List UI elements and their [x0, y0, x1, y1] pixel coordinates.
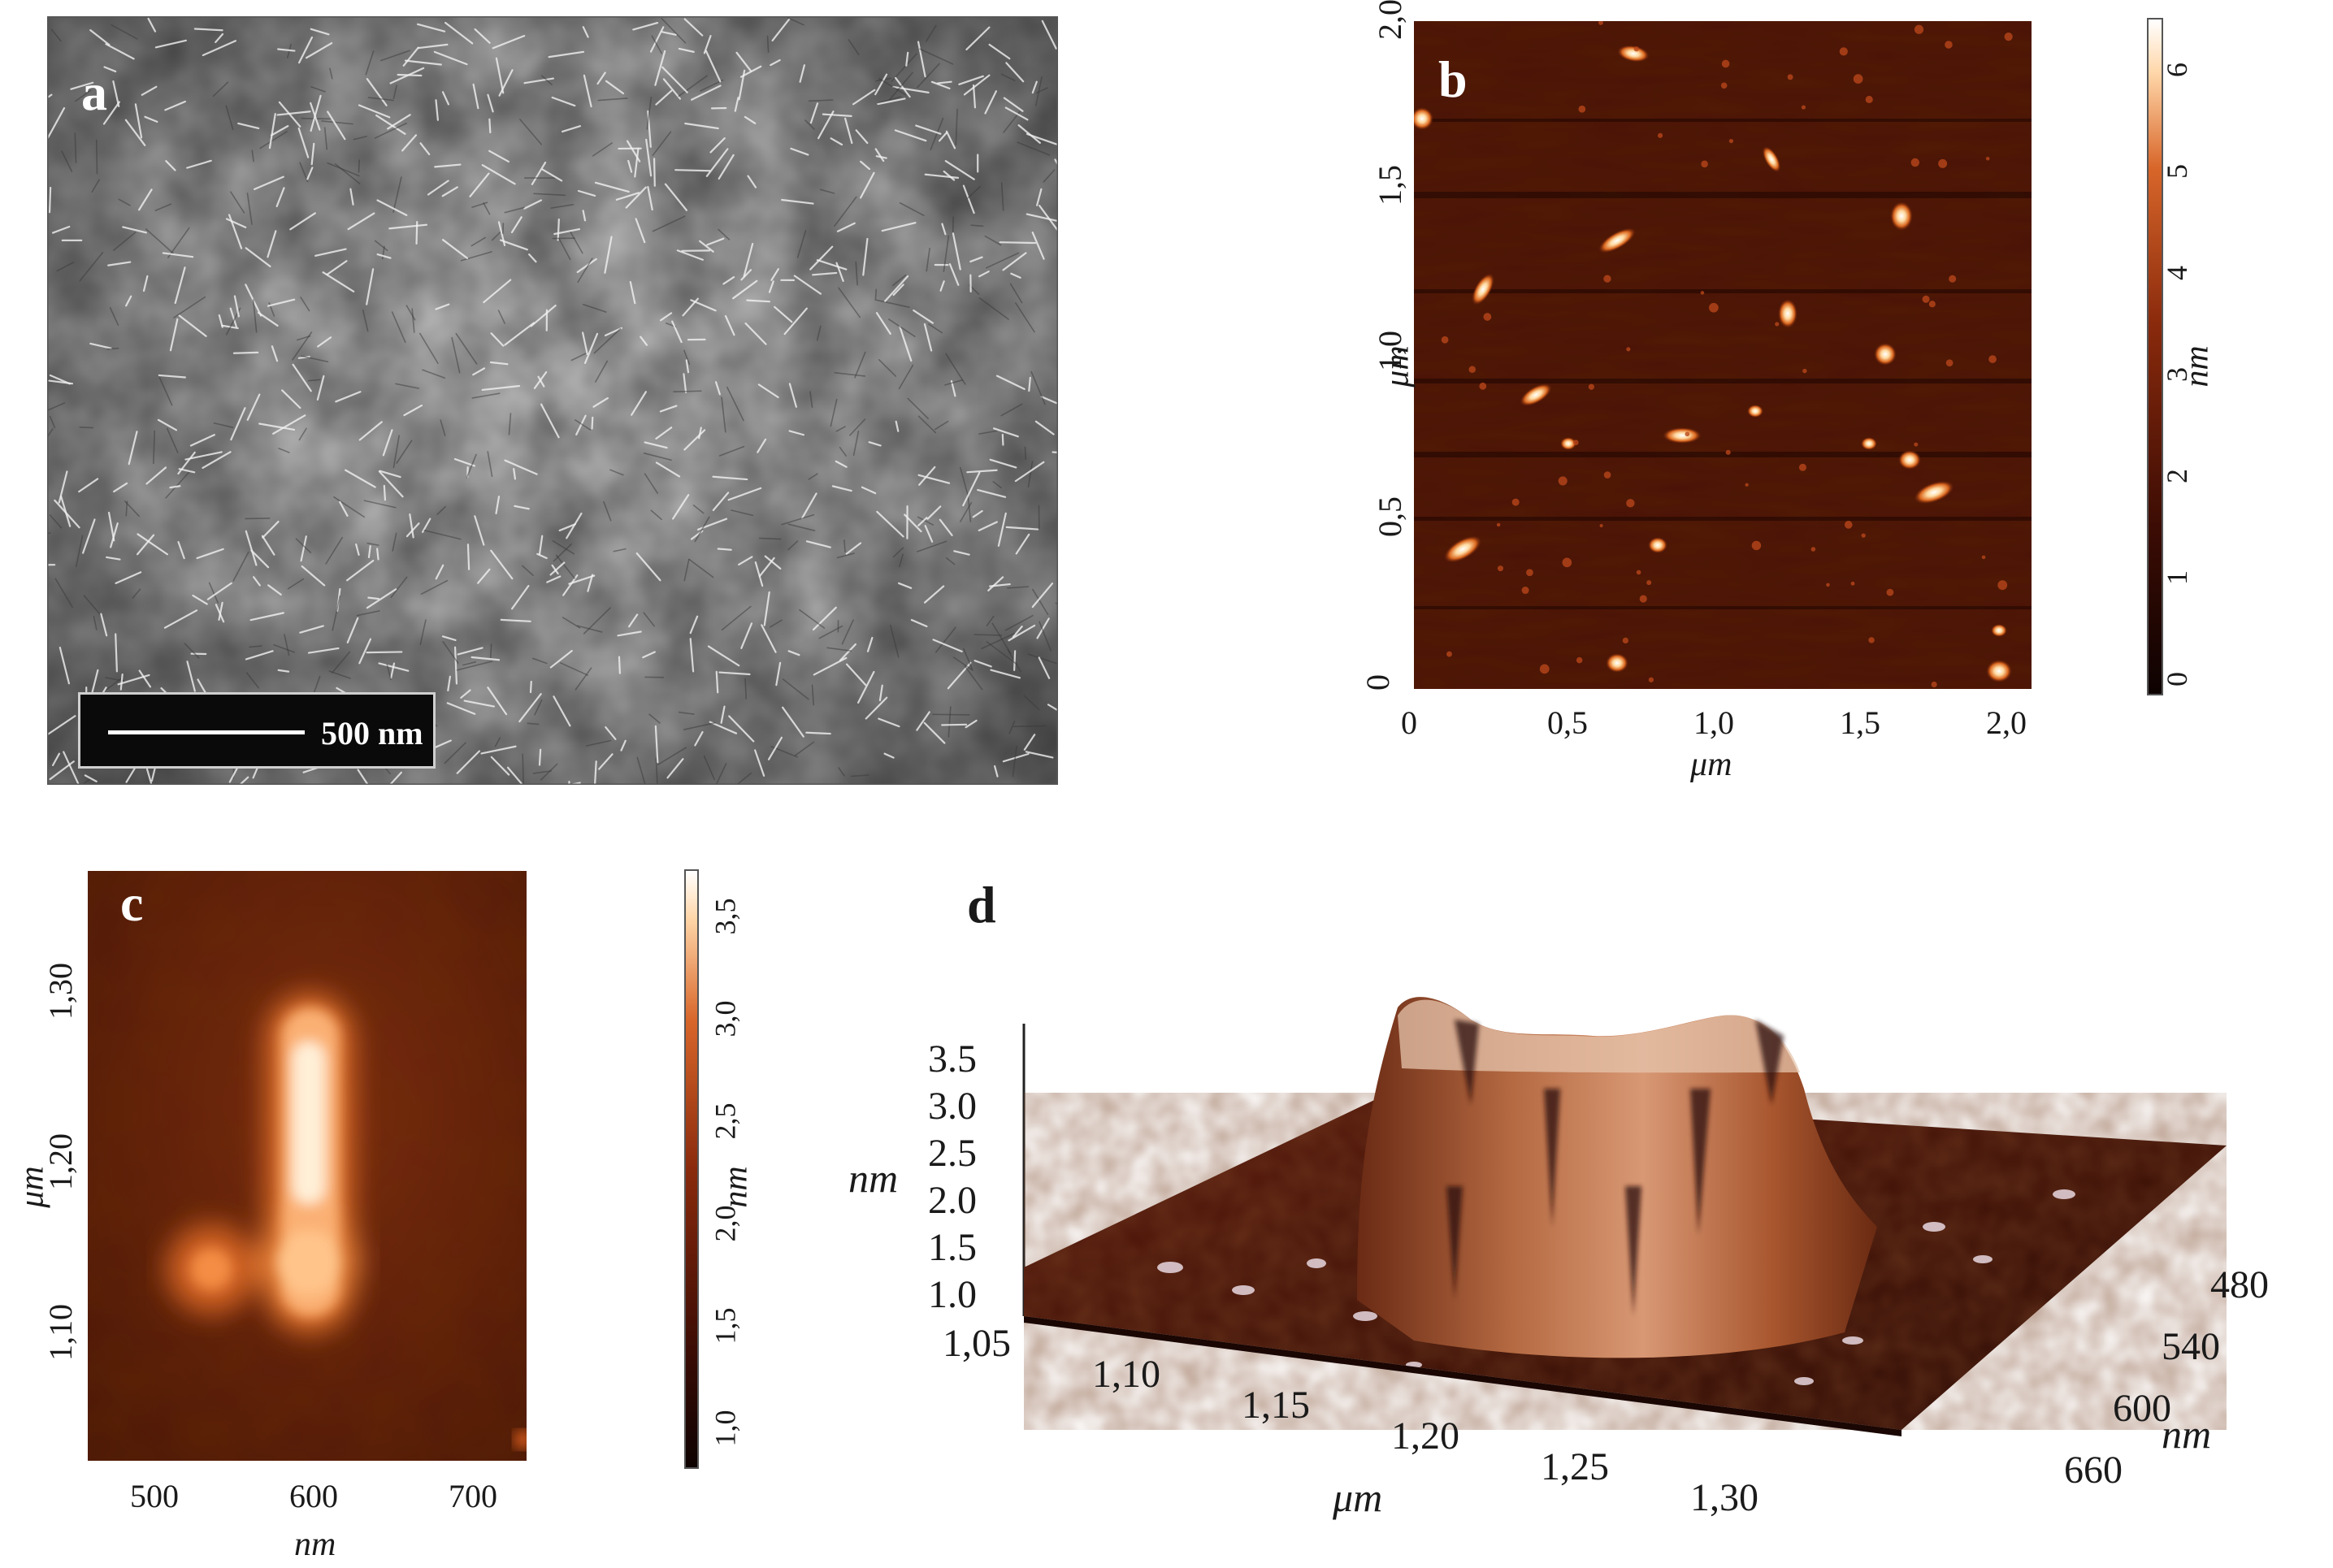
b-yticks-tick: 0,5 — [1372, 496, 1408, 537]
d-xticks-tick: 1,30 — [1690, 1476, 1758, 1519]
c-cticks-tick: 3,5 — [709, 898, 742, 935]
c-cticks-tick: 1,5 — [709, 1307, 742, 1345]
afm-d-y-unit: nm — [2162, 1411, 2212, 1457]
c-cticks-tick: 2,0 — [709, 1205, 742, 1242]
c-yticks-tick: 1,30 — [42, 963, 79, 1020]
afm-d-x-unit: μm — [1333, 1475, 1383, 1520]
d-yticks-tick: 600 — [2113, 1387, 2171, 1430]
panel-label-d: d — [967, 876, 996, 933]
c-yticks-tick: 1,10 — [42, 1304, 79, 1361]
d-zticks-tick: 1.0 — [928, 1273, 977, 1316]
b-yticks-tick: 2,0 — [1372, 0, 1408, 40]
b-cticks-tick: 2 — [2161, 469, 2193, 483]
afm-c-colorbar — [684, 869, 699, 1469]
c-cticks-tick: 3,0 — [709, 1000, 742, 1037]
panel-label-a: a — [81, 63, 107, 121]
b-cticks-tick: 4 — [2161, 266, 2193, 280]
afm-b-y-unit: μm — [1378, 345, 1416, 388]
afm-d-z-unit: nm — [848, 1155, 899, 1201]
d-zticks-tick: 3.5 — [928, 1037, 977, 1081]
d-yticks-tick: 660 — [2064, 1449, 2123, 1492]
d-xticks-tick: 1,15 — [1242, 1384, 1310, 1427]
afm-3d-surface — [1022, 997, 2227, 1436]
c-xticks-tick: 700 — [449, 1478, 497, 1514]
d-xticks-tick: 1,25 — [1541, 1445, 1609, 1488]
c-cticks-tick: 1,0 — [709, 1410, 742, 1447]
panel-a: a 500 nm — [47, 16, 1058, 785]
afm-c-x-unit: nm — [294, 1526, 336, 1563]
tem-micrograph — [47, 16, 1058, 785]
c-xticks-tick: 600 — [289, 1478, 338, 1514]
b-xticks-tick: 2,0 — [1986, 704, 2027, 741]
b-cticks-tick: 6 — [2161, 63, 2193, 77]
d-zticks-tick: 3.0 — [928, 1085, 977, 1128]
afm-image-b — [1414, 21, 2032, 689]
d-zticks-tick: 2.5 — [928, 1132, 977, 1175]
afm-c-y-unit: μm — [13, 1166, 51, 1208]
d-xticks-tick: 1,05 — [943, 1322, 1011, 1365]
b-cticks-tick: 5 — [2161, 164, 2193, 179]
b-cticks-tick: 0 — [2161, 672, 2193, 687]
scale-bar-line — [108, 730, 305, 734]
panel-label-c: c — [120, 874, 144, 932]
c-cticks-tick: 2,5 — [709, 1102, 742, 1140]
d-yticks-tick: 480 — [2210, 1263, 2269, 1306]
d-zticks-tick: 2.0 — [928, 1179, 977, 1222]
scale-bar-label: 500 nm — [321, 715, 423, 752]
b-xticks-tick: 1,5 — [1840, 704, 1880, 741]
b-xticks-tick: 1,0 — [1693, 704, 1734, 741]
d-zticks-tick: 1.5 — [928, 1226, 977, 1269]
panel-c: 1,10 1,20 1,30 μm 500 600 700 nm 1,0 1,5 2,0 2,… — [0, 845, 813, 1568]
afm-b-x-unit: μm — [1690, 746, 1732, 783]
d-xticks-tick: 1,20 — [1391, 1414, 1459, 1458]
b-xticks-tick: 0 — [1401, 704, 1417, 741]
afm-b-colorbar-unit: nm — [2178, 345, 2216, 388]
d-yticks-tick: 540 — [2162, 1325, 2220, 1368]
c-xticks-tick: 500 — [130, 1478, 179, 1514]
panel-d: d — [829, 845, 2333, 1568]
afm-c-colorbar-unit: nm — [717, 1166, 755, 1208]
b-cticks-tick: 1 — [2161, 570, 2193, 585]
b-xticks-tick: 0,5 — [1547, 704, 1588, 741]
d-xticks-tick: 1,10 — [1092, 1353, 1160, 1396]
afm-b-colorbar — [2147, 18, 2163, 695]
b-yticks-tick: 1,5 — [1372, 165, 1408, 206]
panel-label-b: b — [1438, 50, 1468, 108]
scale-bar-box: 500 nm — [78, 692, 436, 769]
afm-image-c — [88, 871, 527, 1461]
b-yticks-tick: 0 — [1359, 674, 1396, 691]
